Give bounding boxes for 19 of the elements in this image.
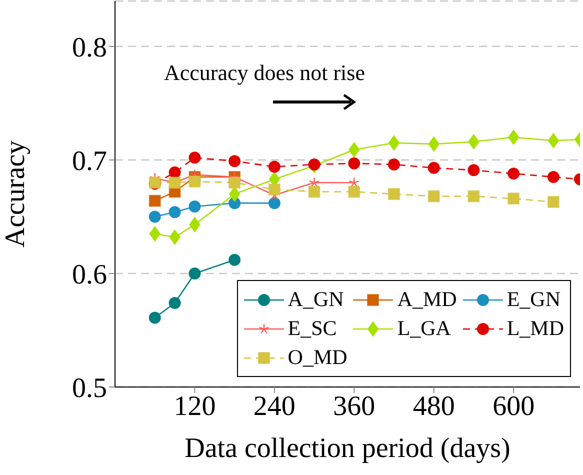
- x-tick-label: 120: [174, 390, 216, 422]
- x-axis-title: Data collection period (days): [184, 433, 510, 464]
- y-tick-label: 0.7: [72, 146, 107, 177]
- legend-label: L_GA: [397, 315, 451, 342]
- y-axis-title: Accuracy: [0, 140, 31, 248]
- legend-label: E_GN: [506, 286, 560, 313]
- x-tick-label: 600: [492, 390, 535, 422]
- y-tick-label: 0.8: [72, 32, 107, 64]
- legend-label: A_MD: [397, 286, 457, 313]
- legend-label: A_GN: [288, 286, 344, 313]
- legend-label: O_MD: [288, 344, 348, 371]
- x-tick-label: 480: [412, 390, 455, 422]
- legend-label: E_SC: [288, 315, 337, 342]
- y-tick-label: 0.5: [72, 372, 107, 404]
- annotation: Accuracy does not rise: [164, 60, 365, 86]
- x-tick-label: 240: [253, 390, 296, 422]
- legend-label: L_MD: [506, 315, 564, 342]
- y-tick-label: 0.6: [72, 259, 107, 290]
- x-tick-label: 360: [333, 390, 376, 422]
